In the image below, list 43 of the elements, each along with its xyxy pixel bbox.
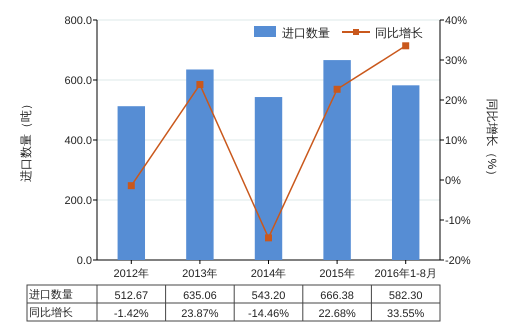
point bbox=[402, 42, 410, 50]
data-label: -14.46% bbox=[248, 308, 290, 320]
x-tick-label: 2015年 bbox=[319, 268, 355, 280]
y-tick-label: 400.0 bbox=[64, 135, 92, 147]
y2-tick-label: 0% bbox=[445, 175, 462, 187]
point bbox=[334, 86, 341, 93]
text: 进口数量 bbox=[29, 289, 73, 301]
point bbox=[265, 234, 272, 242]
y-axis-title: 进口数量（吨） bbox=[19, 98, 33, 182]
y2-tick-label: 20% bbox=[445, 95, 468, 107]
legend-label: 同比增长 bbox=[375, 26, 423, 40]
bar bbox=[186, 69, 214, 260]
point bbox=[128, 182, 135, 190]
bar bbox=[118, 106, 146, 260]
text: 同比增长 bbox=[29, 307, 73, 319]
y2-tick-label: -20% bbox=[445, 255, 471, 267]
data-label: 23.87% bbox=[181, 308, 219, 320]
bar bbox=[392, 85, 420, 260]
y-tick-label: 600.0 bbox=[64, 75, 92, 87]
bar bbox=[323, 60, 351, 260]
x-tick-label: 2014年 bbox=[250, 268, 286, 280]
data-label: 543.20 bbox=[252, 290, 286, 302]
data-label: -1.42% bbox=[114, 308, 149, 320]
data-label: 22.68% bbox=[318, 308, 356, 320]
x-tick-label: 2013年 bbox=[182, 268, 218, 280]
data-label: 512.67 bbox=[114, 290, 148, 302]
y2-tick-label: 30% bbox=[445, 55, 468, 67]
y-tick-label: 200.0 bbox=[64, 195, 92, 207]
x-tick-label: 2012年 bbox=[114, 268, 150, 280]
data-label: 635.06 bbox=[183, 290, 217, 302]
y2-tick-label: 10% bbox=[445, 135, 468, 147]
y2-tick-label: -10% bbox=[445, 215, 471, 227]
point bbox=[196, 81, 204, 88]
data-label: 582.30 bbox=[388, 290, 423, 302]
y-tick-label: 0.0 bbox=[76, 255, 92, 267]
data-label: 33.55% bbox=[387, 308, 425, 320]
y2-tick-label: 40% bbox=[445, 15, 468, 27]
bar bbox=[254, 97, 282, 260]
data-label: 666.38 bbox=[320, 290, 354, 302]
y-tick-label: 800.0 bbox=[64, 15, 92, 27]
x-tick-label: 2016年1-8月 bbox=[374, 268, 437, 280]
legend-label: 进口数量 bbox=[282, 26, 330, 40]
y2-axis-title: 同比增长（%） bbox=[485, 98, 499, 182]
